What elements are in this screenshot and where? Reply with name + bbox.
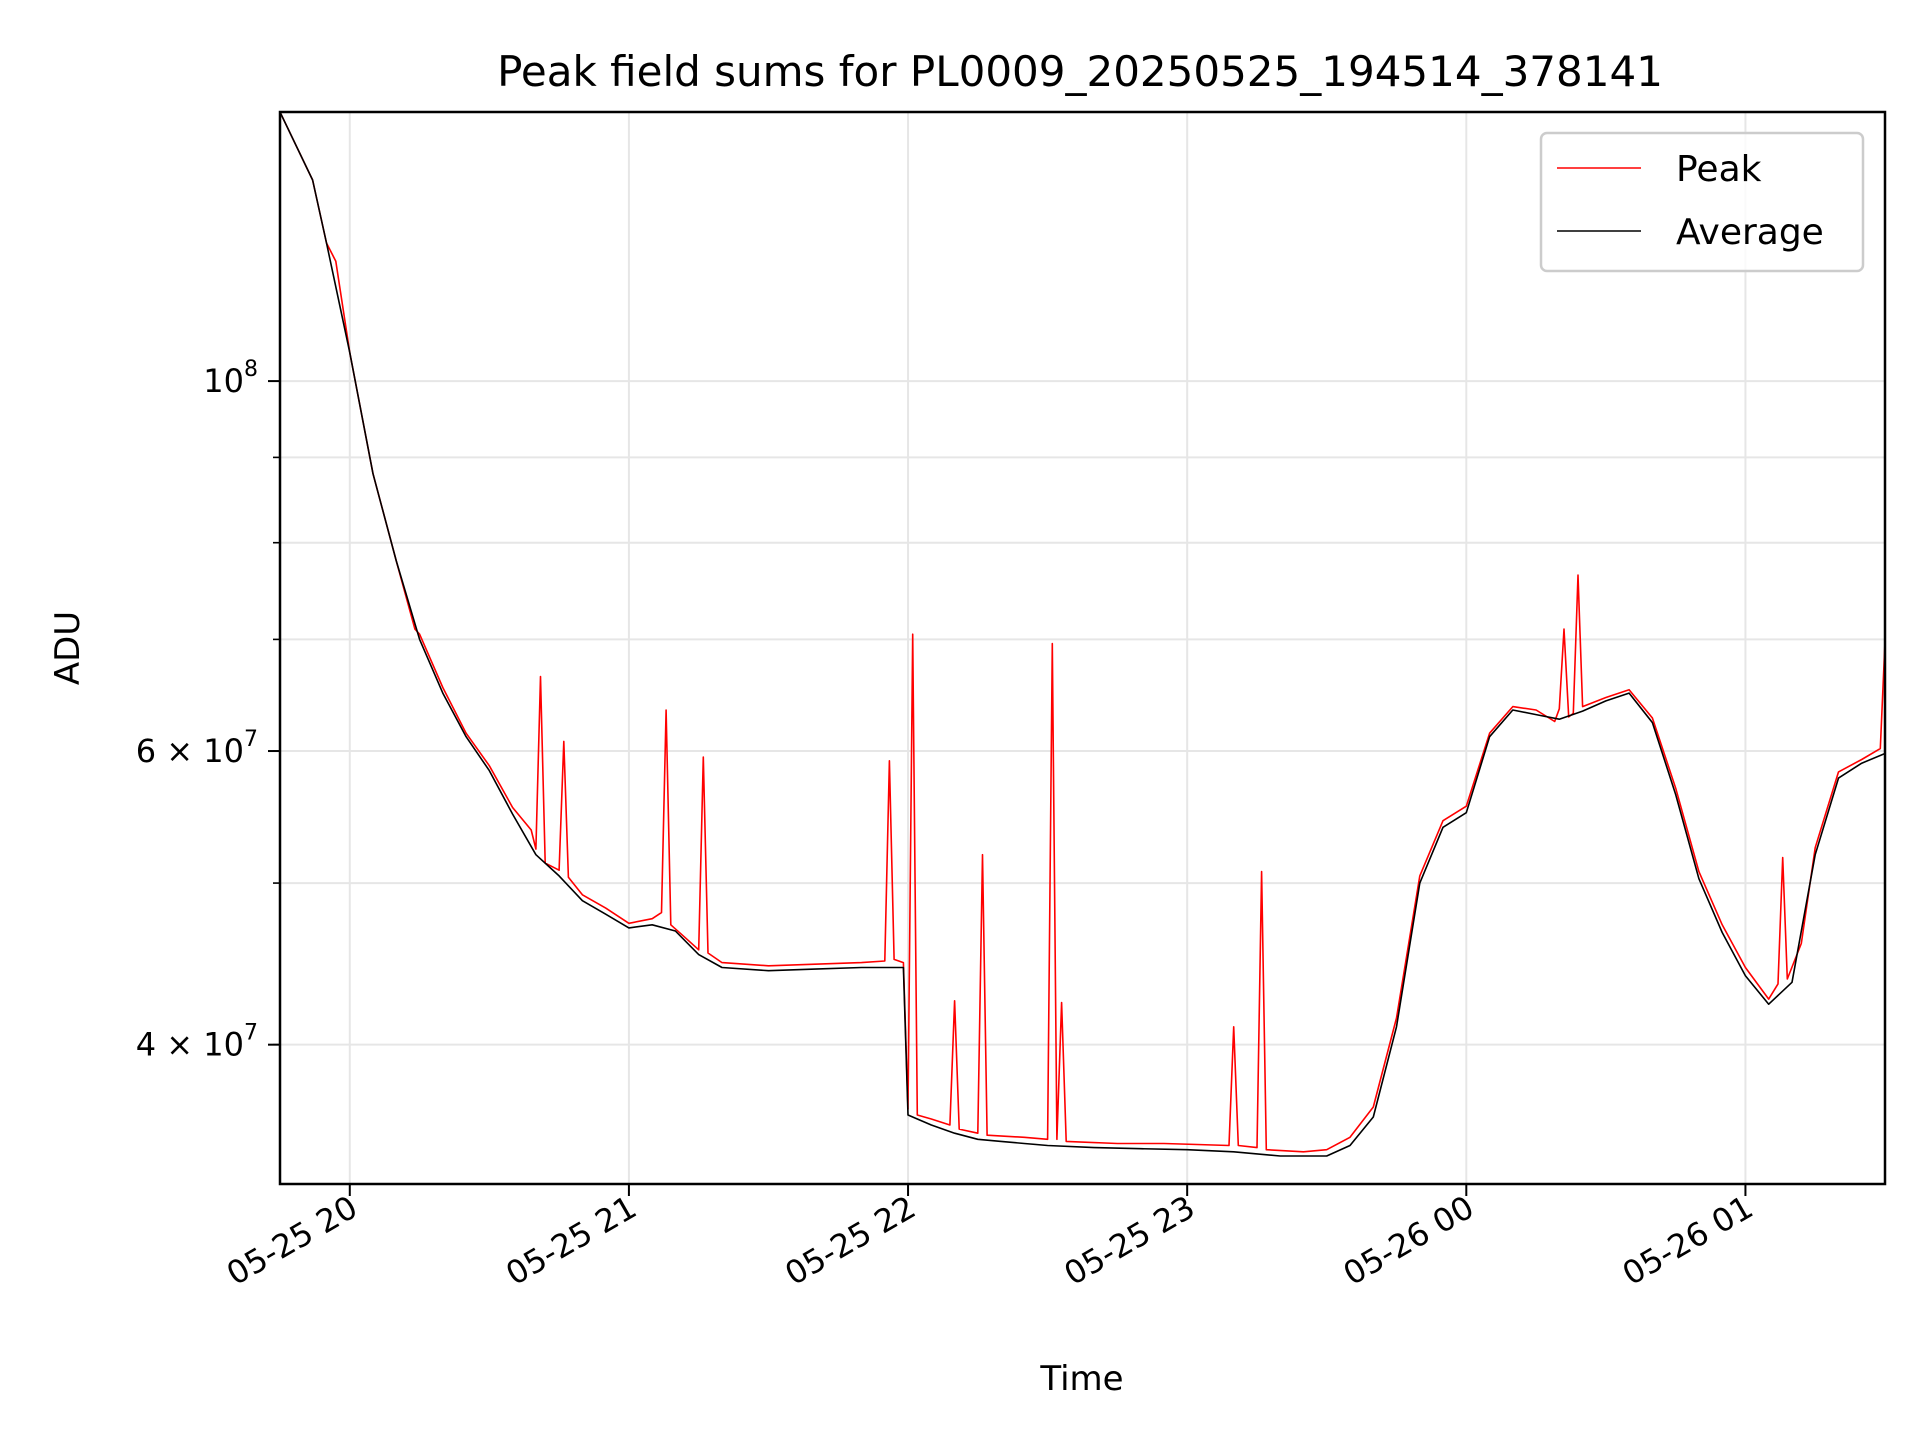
legend: Peak Average — [1539, 131, 1865, 273]
plot-area-frame — [278, 110, 1887, 1186]
y-tick-label: 108 — [203, 357, 258, 400]
series-line-average — [280, 112, 1885, 1157]
y-tick-label: 6 × 107 — [136, 727, 258, 770]
y-axis: 108 6 × 107 4 × 107 — [136, 357, 280, 1064]
x-axis-label: Time — [1039, 1359, 1123, 1399]
series-layer — [280, 112, 1885, 1157]
legend-label-average: Average — [1676, 212, 1824, 253]
legend-label-peak: Peak — [1676, 149, 1762, 190]
gridlines — [280, 112, 1885, 1184]
chart-title: Peak field sums for PL0009_20250525_1945… — [497, 47, 1663, 96]
series-line-peak — [280, 112, 1885, 1153]
y-tick-label: 4 × 107 — [136, 1021, 258, 1064]
y-axis-label: ADU — [48, 611, 88, 685]
